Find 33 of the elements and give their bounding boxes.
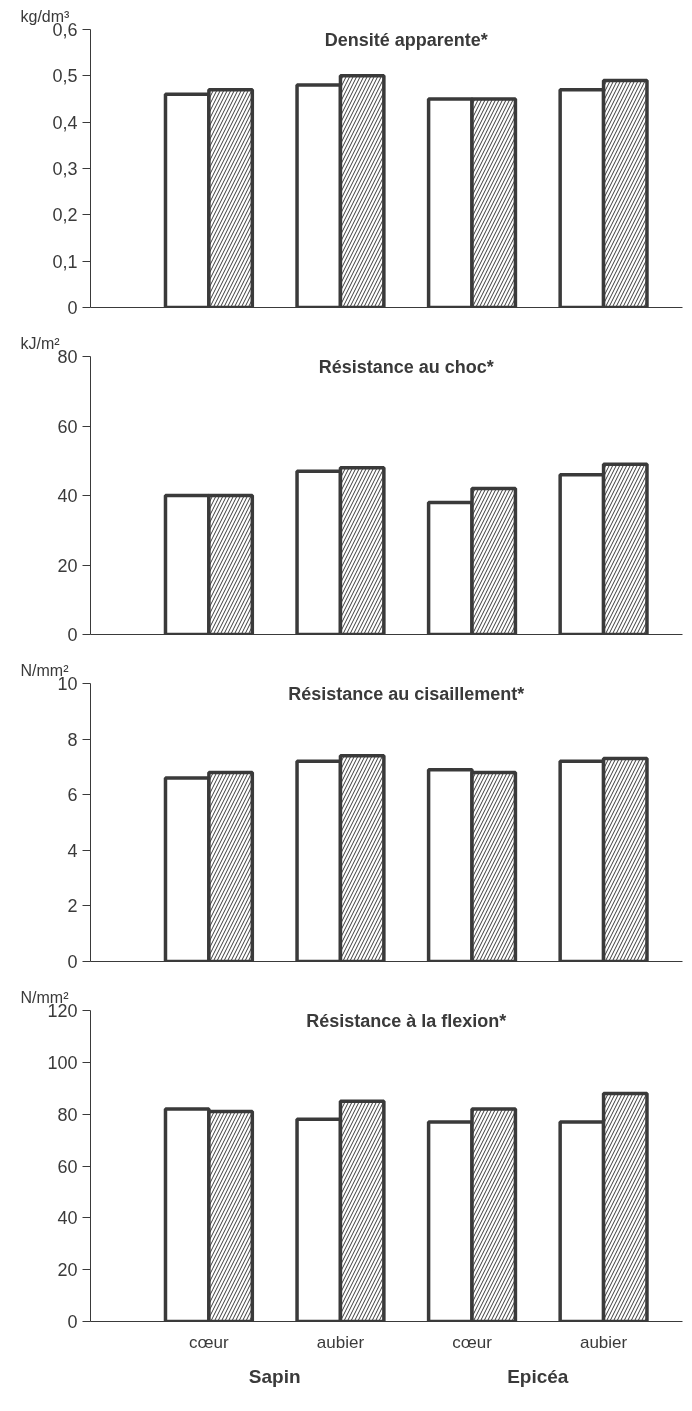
y-tick-label: 2 [67,896,78,917]
y-tick-label: 0 [67,952,78,972]
y-tick-label: 60 [57,416,78,437]
text: Epicéa [507,1365,569,1387]
y-tick-label: 80 [57,1104,78,1125]
y-tick-label: 0 [67,625,78,645]
y-tick-label: 0,4 [52,112,78,133]
y-tick-label: 0,1 [52,251,78,272]
y-tick-label: 60 [57,1156,78,1177]
y-tick-label: 20 [57,555,78,576]
chart-title: Résistance à la flexion* [306,1010,507,1031]
y-tick-label: 0,2 [52,205,78,226]
y-tick-label: 0,3 [52,159,78,179]
y-tick-label: 4 [67,840,78,861]
y-tick-label: 0,5 [52,66,78,87]
y-tick-label: 0 [67,1312,78,1332]
y-tick-label: 6 [67,785,78,806]
x-tick-label: cœur [452,1332,493,1352]
y-tick-label: 40 [57,1208,78,1229]
x-tick-label: aubier [579,1332,628,1352]
chart-title: Densité apparente* [324,29,488,50]
y-tick-label: 0 [67,298,78,318]
y-tick-label: 80 [57,347,78,367]
x-tick-label: aubier [316,1332,365,1352]
y-tick-label: 40 [57,486,78,506]
y-axis-title: kg/dm³ [20,7,71,25]
x-tick-label: cœur [189,1332,230,1352]
text: Sapin [248,1365,301,1387]
chart-title: Résistance au choc* [318,356,494,377]
y-tick-label: 20 [57,1260,78,1281]
y-tick-label: 100 [47,1052,78,1073]
y-tick-label: 8 [67,729,78,750]
chart-title: Résistance au cisaillement* [288,683,525,704]
